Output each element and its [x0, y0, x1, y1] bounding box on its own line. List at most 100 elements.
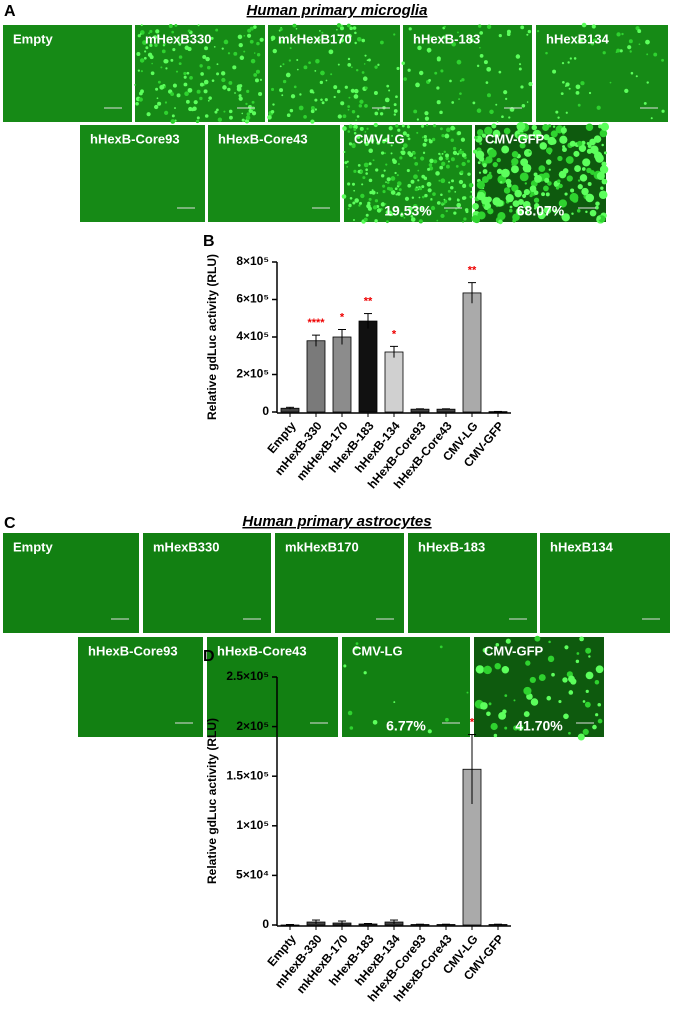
cell: [363, 671, 367, 675]
cell: [460, 137, 466, 142]
cell: [353, 127, 357, 131]
cell: [480, 702, 488, 710]
cell: [259, 37, 264, 42]
cell: [172, 83, 177, 88]
cell: [447, 160, 450, 163]
cell: [388, 126, 393, 131]
cell: [346, 165, 349, 168]
cell: [244, 119, 250, 124]
cell: [421, 124, 425, 128]
cell: [522, 200, 531, 209]
cell: [485, 156, 493, 164]
cell: [577, 38, 583, 44]
cell: [495, 103, 498, 106]
cell: [196, 89, 201, 94]
cell: [290, 94, 296, 99]
cell: [250, 58, 256, 64]
cell: [486, 196, 492, 203]
cell: [348, 142, 353, 146]
cell: [479, 142, 483, 146]
cell: [511, 158, 519, 166]
image-label: Empty: [13, 539, 54, 554]
cell: [314, 70, 317, 72]
image-label: hHexB-Core43: [218, 131, 308, 146]
cell: [358, 104, 363, 108]
cell: [396, 174, 399, 177]
cell: [469, 38, 474, 43]
cell: [487, 208, 494, 215]
cell: [526, 33, 529, 36]
cell: [416, 131, 419, 134]
cell: [391, 134, 394, 137]
image-label: CMV-GFP: [485, 131, 545, 146]
cell: [184, 45, 189, 50]
cell: [503, 90, 508, 95]
cell: [137, 34, 141, 38]
cell: [575, 84, 581, 90]
cell: [140, 70, 143, 73]
cell: [178, 43, 182, 46]
cell: [272, 103, 275, 106]
cell: [328, 49, 334, 55]
image-label: CMV-LG: [354, 131, 405, 146]
cell: [245, 102, 248, 106]
cell: [395, 206, 399, 209]
cell: [479, 46, 481, 49]
cell: [314, 108, 318, 111]
cell: [399, 156, 403, 160]
image-label: hHexB-Core93: [88, 643, 178, 658]
cell: [395, 124, 399, 128]
cell: [394, 171, 397, 175]
cell: [361, 183, 364, 186]
cell: [601, 143, 604, 147]
cell: [492, 197, 501, 206]
cell: [528, 81, 533, 87]
cell: [590, 41, 595, 46]
cell: [407, 124, 410, 127]
cell: [238, 84, 243, 88]
cell: [320, 98, 323, 101]
cell: [376, 192, 379, 194]
cell: [340, 101, 345, 106]
cell: [421, 185, 425, 189]
cell: [380, 40, 384, 45]
cell: [362, 138, 365, 141]
cell: [619, 49, 623, 53]
cell: [363, 217, 368, 222]
cell: [251, 111, 257, 116]
cell: [498, 70, 502, 74]
cell: [628, 39, 633, 44]
cell: [368, 178, 373, 183]
cell: [440, 193, 443, 197]
cell: [351, 143, 356, 149]
cell: [482, 204, 485, 207]
cell: [389, 187, 394, 192]
cell: [371, 190, 376, 195]
cell: [272, 48, 277, 54]
cell: [377, 108, 380, 111]
cell: [155, 29, 160, 34]
cell: [282, 63, 285, 66]
image-label: hHexB134: [550, 539, 614, 554]
cell: [661, 109, 665, 113]
cell: [461, 78, 465, 82]
cell: [374, 219, 378, 223]
cell: [593, 135, 602, 143]
cell: [596, 171, 605, 181]
micrograph: [408, 533, 537, 633]
cell: [433, 159, 438, 164]
cell: [337, 63, 340, 66]
cell: [247, 33, 252, 38]
cell: [506, 182, 512, 188]
cell: [552, 125, 556, 128]
cell: [478, 156, 485, 162]
cell: [386, 177, 391, 182]
cell: [241, 118, 245, 122]
cell: [428, 163, 433, 167]
cell: [396, 191, 401, 196]
cell: [317, 38, 321, 42]
cell: [321, 101, 325, 105]
micrograph: [275, 533, 404, 633]
cell: [393, 33, 396, 36]
cell: [403, 216, 406, 219]
